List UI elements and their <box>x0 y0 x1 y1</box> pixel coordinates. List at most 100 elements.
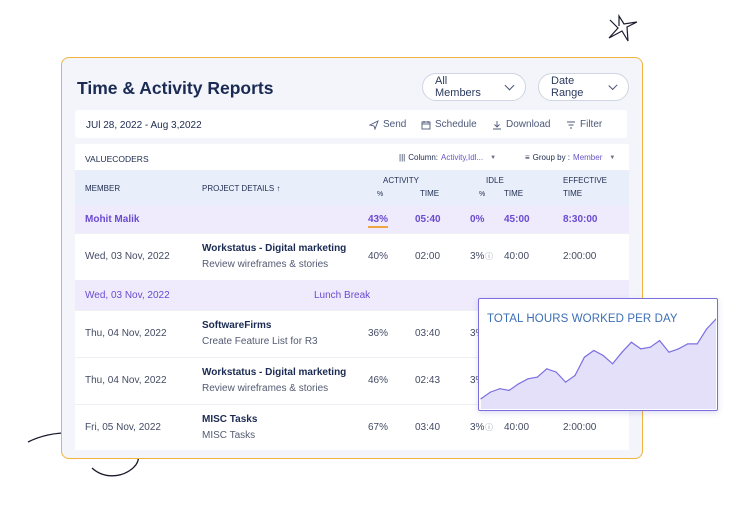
schedule-button[interactable]: Schedule <box>421 119 477 130</box>
caret-down-icon: ▼ <box>609 154 616 161</box>
download-label: Download <box>506 119 551 130</box>
date-range-text: JUl 28, 2022 - Aug 3,2022 <box>86 120 202 131</box>
table-header: MEMBER PROJECT DETAILS ↑ ACTIVITY % TIME… <box>75 170 629 206</box>
chart-point <box>659 340 661 342</box>
column-idle-time: TIME <box>504 189 524 198</box>
chart-point <box>574 374 576 377</box>
chart-title: TOTAL HOURS WORKED PER DAY <box>487 313 678 325</box>
caret-down-icon: ▼ <box>490 154 497 161</box>
summary-idle-percent: 0% <box>470 214 485 225</box>
chart-point <box>499 388 501 390</box>
chart-point <box>649 346 651 348</box>
chevron-down-icon <box>504 80 515 90</box>
row-idle-time: 40:00 <box>504 251 530 262</box>
row-task: MISC Tasks <box>202 430 256 441</box>
column-idle-percent: % <box>479 191 486 198</box>
row-idle-percent: 3% <box>470 328 484 339</box>
group-by-label: Group by : <box>532 153 571 162</box>
row-date: Thu, 04 Nov, 2022 <box>85 328 167 339</box>
chart-point <box>518 383 520 385</box>
chart-point <box>527 378 529 380</box>
decorative-sparkle-icon <box>608 14 638 42</box>
send-label: Send <box>383 119 407 130</box>
column-activity: ACTIVITY <box>383 176 420 185</box>
member-summary-row[interactable]: Mohit Malik 43% 05:40 0% 45:00 8:30:00 <box>75 206 629 234</box>
row-project: SoftwareFirms <box>202 320 272 331</box>
chart-point <box>612 363 614 365</box>
chart-point <box>687 343 689 345</box>
row-activity-percent: 40% <box>368 251 389 262</box>
row-idle-time: 40:00 <box>504 422 530 433</box>
table-row[interactable]: Thu, 04 Nov, 2022 Workstatus - Digital m… <box>75 357 629 405</box>
info-icon[interactable]: ⓘ <box>485 423 493 432</box>
chart-point <box>536 376 538 378</box>
members-dropdown[interactable]: All Members <box>422 73 526 101</box>
row-effective-time: 2:00:00 <box>563 251 597 262</box>
chart-point <box>668 351 670 353</box>
chart-point <box>508 389 510 391</box>
column-member[interactable]: MEMBER <box>85 184 121 193</box>
break-label: Lunch Break <box>314 290 371 301</box>
members-dropdown-label: All Members <box>435 75 481 99</box>
row-project: MISC Tasks <box>202 414 258 425</box>
schedule-label: Schedule <box>435 119 477 130</box>
column-label: Column: <box>408 153 439 162</box>
column-effective-time: TIME <box>563 189 583 198</box>
column-idle: IDLE <box>486 176 504 185</box>
filter-button[interactable]: Filter <box>566 119 602 130</box>
chart-point <box>593 349 595 352</box>
columns-icon: ||| <box>399 153 406 162</box>
summary-activity-time: 05:40 <box>415 214 441 225</box>
summary-activity-percent: 43% <box>368 214 389 228</box>
chart-point <box>640 348 642 350</box>
row-idle-percent: 3% <box>470 251 485 262</box>
chart-point <box>583 356 585 358</box>
column-effective: EFFECTIVE <box>563 176 608 185</box>
report-toolbar: JUl 28, 2022 - Aug 3,2022 Send Schedule … <box>75 110 627 138</box>
break-date: Wed, 03 Nov, 2022 <box>85 290 170 301</box>
chart-point <box>489 391 491 393</box>
row-activity-time: 03:40 <box>415 328 441 339</box>
row-activity-time: 02:00 <box>415 251 441 262</box>
chart-point <box>565 381 567 383</box>
member-name[interactable]: Mohit Malik <box>85 214 140 225</box>
row-project: Workstatus - Digital marketing <box>202 367 347 378</box>
chart-point <box>621 351 623 353</box>
organization-name: VALUECODERS <box>85 154 149 164</box>
row-activity-time: 03:40 <box>415 422 441 433</box>
filter-icon <box>567 121 575 128</box>
row-project: Workstatus - Digital marketing <box>202 243 347 254</box>
chart-point <box>715 318 716 320</box>
row-date: Thu, 04 Nov, 2022 <box>85 375 167 386</box>
row-activity-percent: 36% <box>368 328 389 339</box>
table-row[interactable]: Fri, 05 Nov, 2022 MISC Tasks MISC Tasks … <box>75 404 629 450</box>
download-icon <box>493 120 501 129</box>
send-icon <box>369 119 379 130</box>
summary-effective-time: 8:30:00 <box>563 214 598 225</box>
chart-area-fill <box>481 319 716 409</box>
download-button[interactable]: Download <box>492 119 550 130</box>
group-by-selector[interactable]: ≡ Group by : Member ▼ <box>525 153 615 162</box>
row-task: Create Feature List for R3 <box>202 336 318 347</box>
date-range-dropdown[interactable]: Date Range <box>538 73 629 101</box>
row-activity-percent: 46% <box>368 375 389 386</box>
column-activity-percent: % <box>377 191 384 198</box>
row-idle-percent: 3% <box>470 375 484 386</box>
table-row[interactable]: Wed, 03 Nov, 2022 Workstatus - Digital m… <box>75 233 629 281</box>
table-row[interactable]: Thu, 04 Nov, 2022 SoftwareFirms Create F… <box>75 310 629 358</box>
filter-label: Filter <box>580 119 603 130</box>
summary-idle-time: 45:00 <box>504 214 530 225</box>
list-icon: ≡ <box>525 153 530 162</box>
row-activity-time: 02:43 <box>415 375 441 386</box>
send-button[interactable]: Send <box>369 119 406 130</box>
chart-point <box>555 371 557 373</box>
info-icon[interactable]: ⓘ <box>485 252 493 261</box>
column-value: Activity,Idl... <box>441 153 484 162</box>
row-date: Wed, 03 Nov, 2022 <box>85 251 170 262</box>
group-by-value: Member <box>573 153 603 162</box>
column-selector[interactable]: ||| Column: Activity,Idl... ▼ <box>399 153 496 162</box>
row-date: Fri, 05 Nov, 2022 <box>85 422 161 433</box>
date-range-dropdown-label: Date Range <box>551 75 584 99</box>
column-project-details[interactable]: PROJECT DETAILS ↑ <box>202 184 281 193</box>
chart-point <box>480 398 482 400</box>
